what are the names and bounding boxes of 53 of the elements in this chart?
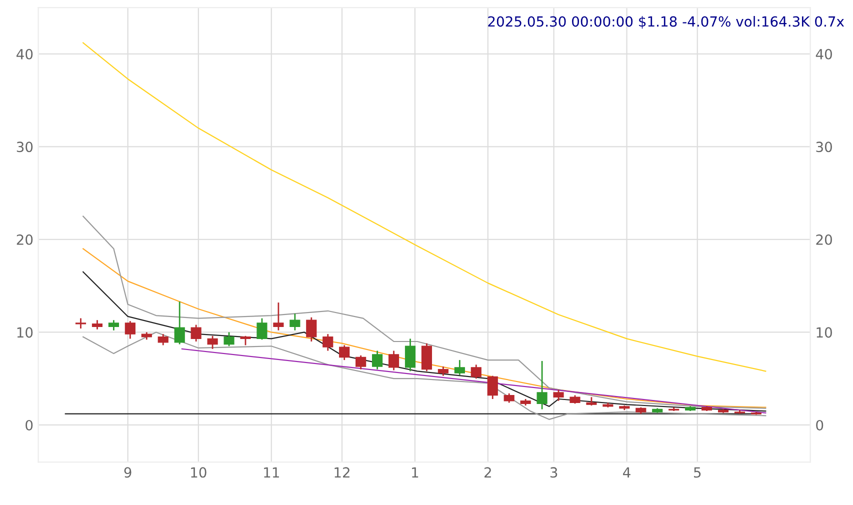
candlestick — [174, 300, 185, 345]
candlestick — [553, 389, 564, 402]
candlestick — [306, 316, 317, 342]
x-tick-label: 4 — [623, 467, 630, 478]
line-series — [82, 271, 766, 412]
candlestick — [158, 333, 168, 346]
candlestick — [372, 350, 383, 370]
x-tick-label: 2 — [484, 467, 491, 478]
candlestick — [75, 318, 86, 330]
candlestick — [504, 392, 514, 404]
y2-tick-label: 0 — [816, 420, 824, 430]
x-tick-label: 9 — [124, 467, 132, 478]
line-series — [82, 332, 766, 420]
y2-tick-label: 20 — [816, 234, 832, 245]
candlestick — [421, 342, 432, 372]
y2-tick-label: 40 — [816, 48, 832, 60]
x-tick-label: 1 — [412, 467, 418, 478]
candlestick — [404, 338, 416, 372]
candlestick — [108, 319, 119, 332]
candlestick — [487, 375, 498, 400]
candlestick — [470, 364, 482, 380]
y-tick-label: 10 — [17, 327, 33, 338]
candlestick — [536, 360, 548, 410]
line-series — [82, 42, 766, 372]
y-tick-label: 0 — [26, 420, 33, 430]
text: 2025.05.30 00:00:00 $1.18 -4.07% vol:164.3K 0.7x — [488, 16, 844, 29]
candlestick — [388, 350, 400, 371]
candlestick — [124, 320, 136, 340]
y2-tick-label: 10 — [816, 327, 832, 338]
x-tick-label: 3 — [550, 467, 558, 478]
candlestick — [356, 354, 366, 370]
candlestick — [454, 359, 465, 376]
candlestick — [207, 335, 218, 350]
x-tick-label: 11 — [264, 467, 279, 478]
candlestick — [290, 312, 300, 332]
candlestick — [322, 333, 334, 352]
candlestick — [190, 324, 202, 342]
candlestick — [339, 344, 350, 361]
y-tick-label: 40 — [16, 48, 33, 60]
candlestick — [256, 318, 268, 340]
x-tick-label: 5 — [694, 467, 701, 478]
y-tick-label: 20 — [16, 234, 33, 245]
candlestick — [438, 366, 448, 377]
candlestick — [92, 319, 103, 330]
x-tick-label: 12 — [334, 467, 350, 478]
line-series — [82, 216, 766, 409]
candlestick — [273, 302, 284, 332]
y-tick-label: 30 — [16, 142, 33, 152]
line-series — [82, 248, 766, 408]
y2-tick-label: 30 — [816, 142, 832, 152]
x-tick-label: 10 — [191, 467, 206, 478]
candlestick — [224, 332, 234, 347]
candlestick — [240, 335, 251, 346]
